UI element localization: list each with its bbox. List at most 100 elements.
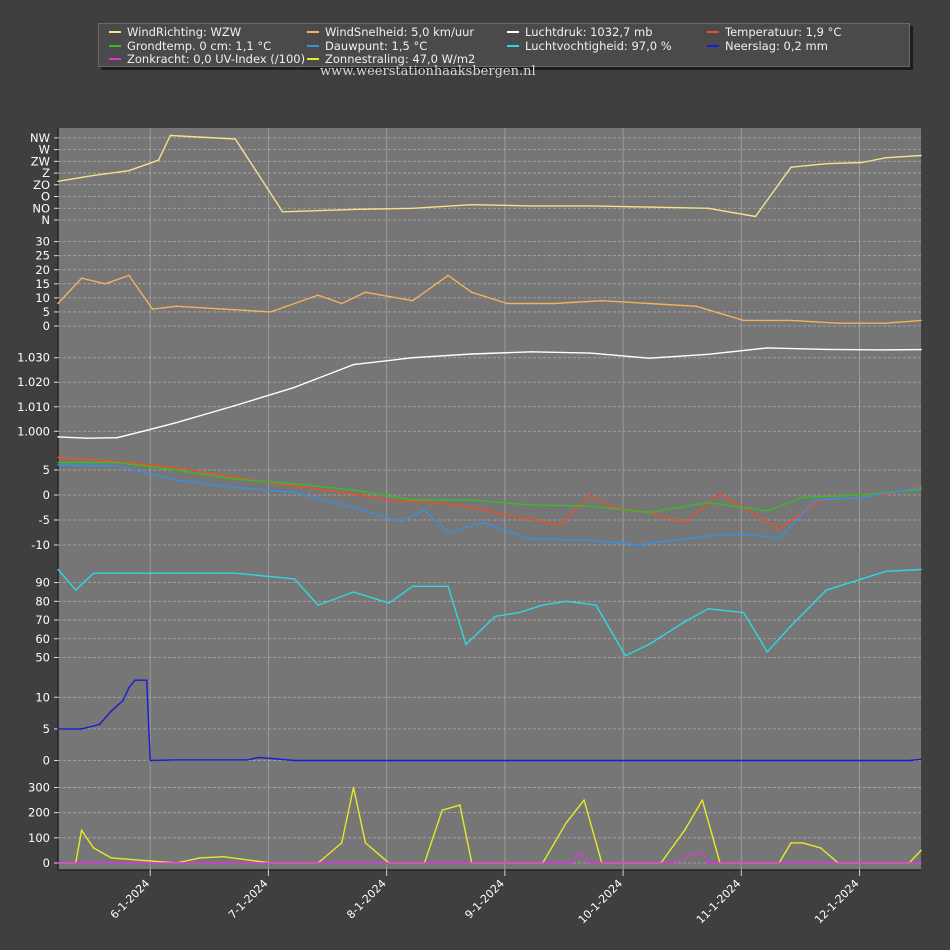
- zonnestraling-swatch: [307, 57, 319, 60]
- data-point: [80, 277, 83, 280]
- data-point: [471, 203, 473, 206]
- data-point: [530, 351, 532, 353]
- x-tick-label: 8-1-2024: [344, 877, 389, 922]
- data-point: [701, 852, 704, 854]
- data-point: [742, 319, 745, 322]
- y-tick-label: 1.020: [17, 375, 50, 389]
- data-point: [530, 205, 532, 207]
- y-tick-label: Z: [42, 166, 50, 180]
- y-tick-label: 0: [43, 319, 50, 333]
- data-point: [92, 174, 95, 177]
- data-point: [57, 728, 59, 730]
- data-point: [388, 602, 390, 604]
- data-point: [802, 842, 804, 844]
- data-point: [411, 356, 414, 359]
- x-tick-label: 11-1-2024: [694, 877, 743, 926]
- series-line-windsnelheid: [57, 274, 922, 324]
- legend-item-windsnelheid: WindSnelheid: 5,0 km/uur: [307, 25, 474, 39]
- data-point: [683, 621, 686, 623]
- data-point: [151, 308, 154, 310]
- y-tick-label: 0: [43, 754, 50, 768]
- data-point: [471, 499, 473, 501]
- data-point: [766, 510, 769, 512]
- data-point: [149, 759, 151, 762]
- data-point: [754, 215, 757, 218]
- data-point: [571, 862, 574, 864]
- data-point: [435, 502, 438, 504]
- data-point: [157, 159, 160, 161]
- y-tick-label: 50: [35, 651, 50, 665]
- data-point: [707, 353, 709, 356]
- data-point: [352, 506, 355, 509]
- data-point: [920, 568, 922, 571]
- data-point: [134, 679, 136, 681]
- y-tick-label: 5: [43, 722, 50, 736]
- data-point: [116, 465, 118, 467]
- data-point: [128, 169, 130, 172]
- data-point: [754, 514, 757, 516]
- data-point: [86, 437, 89, 440]
- data-point: [778, 528, 780, 530]
- x-tick-label: 10-1-2024: [576, 877, 625, 926]
- data-point: [128, 274, 130, 277]
- data-point: [411, 499, 414, 501]
- data-point: [175, 469, 177, 471]
- series-line-luchtvochtigheid: [57, 568, 922, 657]
- data-point: [589, 862, 591, 864]
- data-point: [57, 461, 59, 464]
- y-tick-label: 1.000: [17, 424, 50, 438]
- windrichting-swatch: [109, 30, 121, 33]
- data-point: [707, 207, 709, 210]
- neerslag-swatch: [707, 44, 719, 47]
- y-tick-label: 300: [28, 781, 50, 795]
- y-tick-label: 20: [35, 263, 50, 277]
- data-point: [595, 604, 597, 606]
- y-tick-label: 5: [43, 305, 50, 319]
- data-point: [624, 654, 627, 657]
- y-tick-label: 1.010: [17, 400, 50, 414]
- legend-label: Zonnestraling: 47,0 W/m2: [325, 52, 476, 66]
- data-point: [98, 723, 101, 726]
- data-point: [837, 322, 839, 325]
- y-tick-label: 25: [35, 249, 50, 263]
- data-point: [707, 862, 709, 864]
- data-point: [884, 494, 887, 496]
- series-line-luchtdruk: [57, 347, 922, 439]
- legend-label: Grondtemp. 0 cm: 1,1 °C: [127, 39, 272, 53]
- data-point: [145, 679, 148, 681]
- data-point: [583, 799, 585, 801]
- data-point: [884, 157, 887, 159]
- data-point: [701, 799, 704, 801]
- legend-item-zonkracht: Zonkracht: 0,0 UV-Index (/100): [109, 52, 305, 66]
- data-point: [57, 302, 59, 305]
- data-point: [411, 299, 414, 302]
- data-point: [222, 855, 225, 858]
- data-point: [175, 759, 177, 761]
- data-point: [920, 862, 922, 864]
- legend-item-windrichting: WindRichting: WZW: [109, 25, 241, 39]
- data-point: [707, 501, 709, 504]
- data-point: [920, 849, 922, 852]
- series-line-zonkracht: [58, 852, 921, 864]
- data-point: [920, 758, 922, 761]
- data-point: [352, 363, 355, 366]
- y-tick-label: W: [39, 143, 50, 157]
- plot-area: [58, 128, 921, 870]
- data-point: [352, 493, 355, 495]
- data-point: [920, 319, 922, 322]
- data-point: [861, 496, 863, 499]
- data-point: [648, 511, 650, 514]
- data-point: [577, 852, 579, 854]
- data-point: [766, 651, 769, 653]
- data-point: [754, 534, 757, 536]
- series-line-grondtemp-0-cm: [58, 461, 922, 514]
- series-line-dauwpunt: [57, 464, 922, 546]
- data-point: [589, 539, 591, 541]
- data-point: [683, 829, 686, 832]
- data-point: [553, 862, 556, 864]
- y-tick-label: 5: [43, 463, 50, 477]
- data-point: [57, 180, 59, 183]
- y-tick-label: 70: [35, 613, 50, 627]
- data-point: [116, 572, 118, 574]
